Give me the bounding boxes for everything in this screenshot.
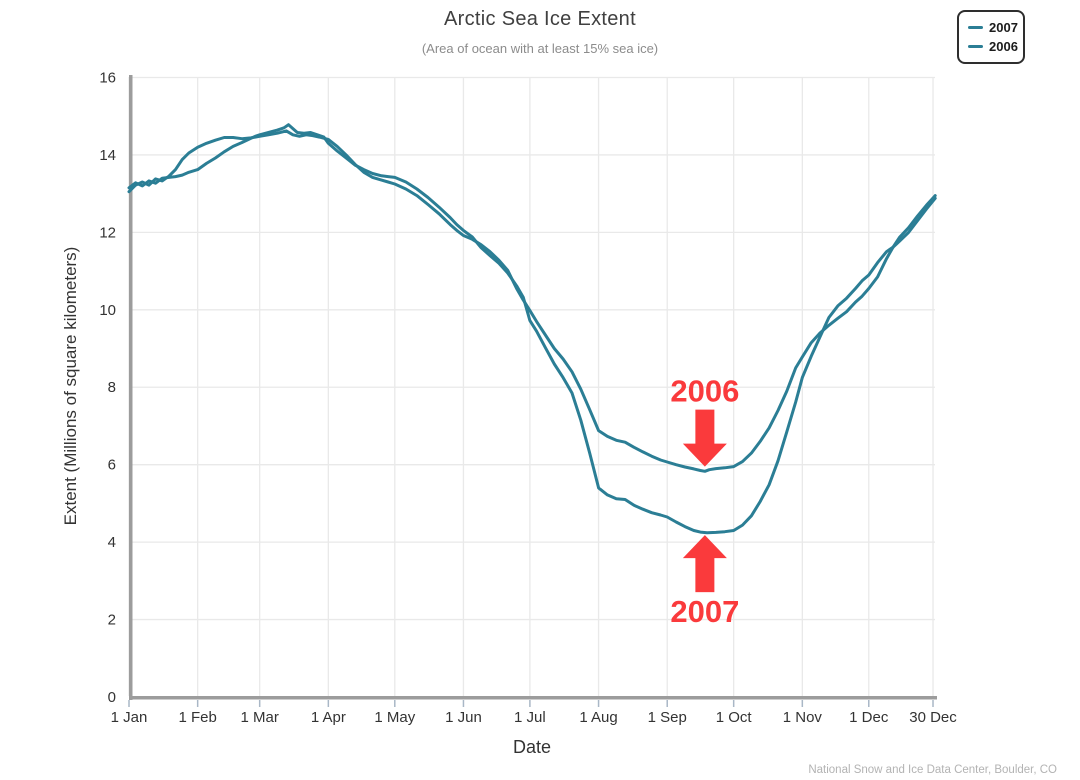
annotation-2007-arrow-head (682, 535, 727, 559)
y-axis-title: Extent (Millions of square kilometers) (61, 247, 80, 526)
x-tick-label: 1 Oct (716, 709, 753, 726)
series-2007-line-swatch (968, 26, 983, 29)
y-tick-label: 6 (108, 457, 116, 474)
x-tick-label: 1 Jul (514, 709, 546, 726)
legend-label-2006: 2006 (989, 39, 1018, 54)
x-tick-label: 1 Nov (783, 709, 823, 726)
y-tick-label: 8 (108, 379, 116, 396)
y-tick-label: 2 (108, 612, 116, 629)
x-tick-label: 1 May (374, 709, 415, 726)
x-axis-line (129, 696, 937, 700)
x-tick-label: 1 Feb (178, 709, 216, 726)
chart-title: Arctic Sea Ice Extent (444, 8, 636, 30)
x-tick-label: 1 Aug (579, 709, 617, 726)
chart-subtitle: (Area of ocean with at least 15% sea ice… (421, 41, 659, 56)
x-tick-label: 1 Mar (241, 709, 279, 726)
x-tick-label: 1 Jun (445, 709, 482, 726)
x-axis-title: Date (513, 737, 551, 757)
series-2006-line (127, 129, 937, 473)
annotation-2006-arrow-stem (695, 409, 715, 445)
annotation-2007-label: 2007 (670, 594, 739, 629)
y-tick-label: 12 (99, 224, 116, 241)
x-tick-label: 1 Sep (648, 709, 687, 726)
series-2007-line (127, 123, 937, 535)
x-tick-label: 1 Apr (311, 709, 346, 726)
y-tick-label: 0 (108, 689, 116, 706)
legend-item-2006[interactable]: 2006 (968, 37, 1018, 56)
legend-item-2007[interactable]: 2007 (968, 18, 1018, 37)
attribution-text: National Snow and Ice Data Center, Bould… (808, 764, 1057, 776)
series-2006-line-swatch (968, 45, 983, 48)
annotation-2006-label: 2006 (670, 374, 739, 409)
y-tick-label: 16 (99, 69, 116, 86)
x-tick-label: 30 Dec (909, 709, 957, 726)
x-tick-label: 1 Dec (849, 709, 889, 726)
annotation-2006-arrow-head (682, 443, 727, 467)
y-tick-label: 14 (99, 147, 116, 164)
y-axis-line (129, 75, 133, 700)
x-tick-label: 1 Jan (111, 709, 148, 726)
annotation-2007-arrow-stem (695, 557, 715, 593)
y-tick-label: 4 (108, 534, 116, 551)
legend-label-2007: 2007 (989, 20, 1018, 35)
y-tick-label: 10 (99, 302, 116, 319)
legend: 2007 2006 (957, 10, 1025, 64)
